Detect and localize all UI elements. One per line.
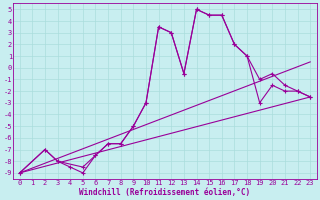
X-axis label: Windchill (Refroidissement éolien,°C): Windchill (Refroidissement éolien,°C) xyxy=(79,188,251,197)
